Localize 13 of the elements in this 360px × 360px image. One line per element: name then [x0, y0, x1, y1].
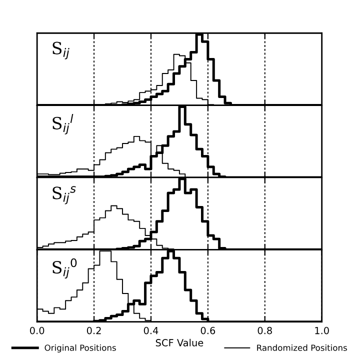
x-tick-label: 0.8 — [258, 326, 272, 334]
x-tick-label: 0.2 — [86, 326, 101, 334]
legend-label: Original Positions — [44, 344, 116, 352]
x-tick-label: 0.4 — [144, 326, 158, 334]
annotation: S$_{ij}$$^{0}$ — [52, 258, 77, 279]
x-tick-label: 0.6 — [200, 326, 216, 334]
annotation: S$_{ij}$ — [52, 42, 70, 60]
annotation: S$_{ij}$$^{l}$ — [52, 114, 74, 134]
legend-label: Randomized Positions — [257, 344, 347, 351]
x-tick-label: 1.0 — [315, 326, 329, 334]
annotation: S$_{ij}$$^{s}$ — [52, 186, 76, 204]
x-axis-title: SCF Value — [156, 338, 204, 346]
x-tick-label: 0.0 — [30, 326, 44, 334]
